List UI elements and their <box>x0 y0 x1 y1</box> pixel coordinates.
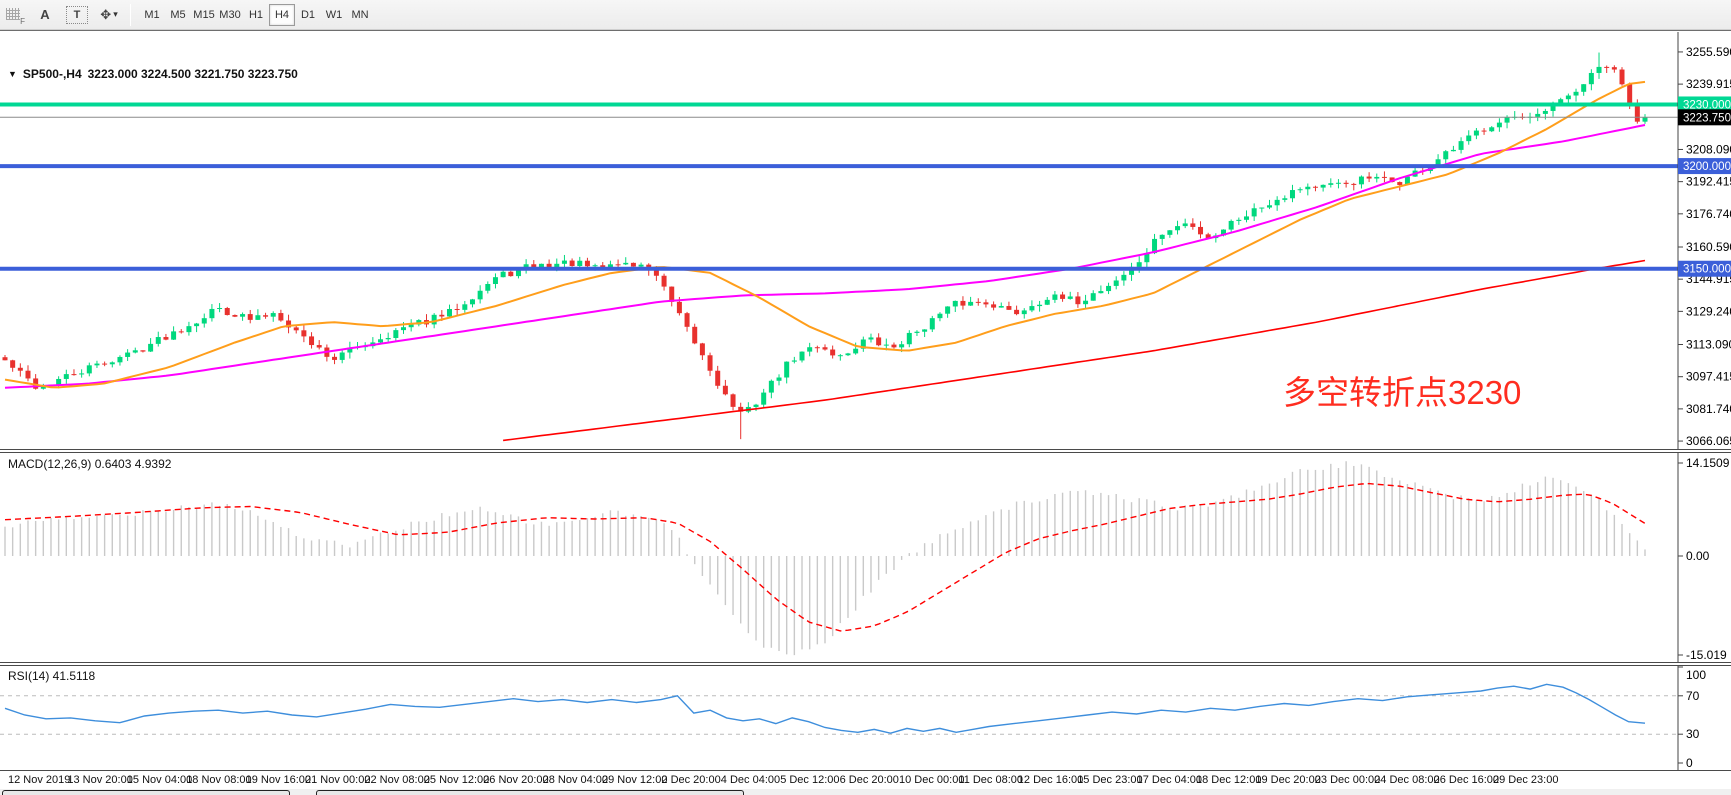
svg-text:30: 30 <box>1686 727 1700 741</box>
chart-tab-edge[interactable] <box>316 790 744 795</box>
time-axis-label: 21 Nov 00:00 <box>305 774 371 786</box>
price-chart-panel[interactable]: 3255.590 3239.915 3208.090 3192.415 3176.740… <box>0 32 1731 449</box>
time-axis-label: 17 Dec 04:00 <box>1136 774 1203 786</box>
svg-text:3255.590: 3255.590 <box>1686 45 1731 59</box>
time-axis-label: 10 Dec 00:00 <box>899 774 965 786</box>
toolbar-separator <box>130 3 131 26</box>
time-axis-label: 12 Dec 16:00 <box>1017 774 1084 786</box>
svg-text:3129.240: 3129.240 <box>1686 304 1731 318</box>
tf-button-m1[interactable]: M1 <box>144 8 160 21</box>
chart-tab-edge[interactable] <box>2 790 290 795</box>
time-axis-label: 29 Nov 12:00 <box>602 774 668 786</box>
time-axis-label: 5 Dec 12:00 <box>780 774 840 786</box>
chart-title[interactable]: ▼ SP500-,H4 3223.000 3224.500 3221.750 3… <box>8 67 298 81</box>
svg-text:3081.740: 3081.740 <box>1686 402 1731 416</box>
svg-text:-15.019: -15.019 <box>1686 648 1727 662</box>
text-label-tool-icon[interactable]: T <box>66 5 88 24</box>
main-toolbar: F A T ✥ ▾ M1 M5 M15 M30 H1 H4 D1 W1 MN <box>0 0 1731 30</box>
tf-button-m30[interactable]: M30 <box>219 8 241 21</box>
tf-button-m15[interactable]: M15 <box>193 8 215 21</box>
svg-text:0: 0 <box>1686 756 1693 770</box>
svg-text:14.1509: 14.1509 <box>1686 456 1730 470</box>
svg-text:多空转折点3230: 多空转折点3230 <box>1283 374 1521 411</box>
svg-text:3176.740: 3176.740 <box>1686 207 1731 221</box>
time-axis[interactable]: 12 Nov 2019 13 Nov 20:00 15 Nov 04:00 18 No… <box>0 770 1731 789</box>
time-axis-label: 19 Nov 16:00 <box>245 774 312 786</box>
time-axis-label: 4 Dec 04:00 <box>720 774 781 786</box>
panel-separator[interactable] <box>0 452 1731 453</box>
time-axis-label: 11 Dec 08:00 <box>958 774 1024 786</box>
time-axis-label: 18 Nov 08:00 <box>186 774 252 786</box>
time-axis-label: 22 Nov 08:00 <box>364 774 430 786</box>
svg-text:3230.000: 3230.000 <box>1683 99 1731 111</box>
rsi-label: RSI(14) 41.5118 <box>8 669 96 683</box>
tf-button-mn[interactable]: MN <box>351 8 369 21</box>
macd-indicator-panel[interactable]: 14.1509 0.00 -15.019 <box>0 453 1731 662</box>
time-axis-label: 29 Dec 23:00 <box>1493 774 1559 786</box>
time-axis-label: 26 Dec 16:00 <box>1433 774 1500 786</box>
time-axis-label: 23 Dec 00:00 <box>1314 774 1381 786</box>
time-axis-label: 12 Nov 2019 <box>8 774 71 786</box>
chart-window[interactable]: 3255.590 3239.915 3208.090 3192.415 3176.740… <box>0 30 1731 795</box>
svg-text:3097.415: 3097.415 <box>1686 370 1731 384</box>
chart-ohlc-values: 3223.000 3224.500 3221.750 3223.750 <box>87 67 298 81</box>
panel-separator[interactable] <box>0 662 1731 663</box>
svg-text:100: 100 <box>1686 668 1706 682</box>
cursor-tool-icon[interactable]: ✥ ▾ <box>98 4 120 26</box>
macd-canvas[interactable]: 14.1509 0.00 -15.019 <box>0 453 1731 662</box>
svg-text:3208.090: 3208.090 <box>1686 142 1731 156</box>
time-axis-label: 2 Dec 20:00 <box>661 774 721 786</box>
time-axis-label: 28 Nov 04:00 <box>542 774 609 786</box>
panel-separator[interactable] <box>0 665 1731 666</box>
caret-down-icon[interactable]: ▾ <box>113 9 118 19</box>
svg-text:3066.065: 3066.065 <box>1686 434 1731 448</box>
tool-icon-group: F A T ✥ ▾ <box>0 4 120 26</box>
tf-button-d1[interactable]: D1 <box>300 8 316 21</box>
chart-symbol-label: SP500-,H4 <box>22 67 82 81</box>
tf-button-h4[interactable]: H4 <box>269 3 295 26</box>
tf-button-w1[interactable]: W1 <box>325 8 343 21</box>
time-axis-label: 15 Dec 23:00 <box>1077 774 1143 786</box>
svg-text:3223.750: 3223.750 <box>1683 112 1731 124</box>
cursor-tool-glyph: ✥ <box>100 6 112 22</box>
svg-text:3239.915: 3239.915 <box>1686 77 1731 91</box>
svg-text:3160.590: 3160.590 <box>1686 240 1731 254</box>
time-axis-label: 13 Nov 20:00 <box>67 774 133 786</box>
tf-button-m5[interactable]: M5 <box>170 8 186 21</box>
rsi-canvas[interactable]: 100 70 30 0 <box>0 666 1731 771</box>
price-chart-canvas[interactable]: 3255.590 3239.915 3208.090 3192.415 3176.740… <box>0 32 1731 449</box>
font-tool-icon[interactable]: A <box>40 7 50 22</box>
time-axis-label: 26 Nov 20:00 <box>483 774 549 786</box>
time-axis-label: 6 Dec 20:00 <box>839 774 899 786</box>
bottom-tab-strip[interactable] <box>0 789 1731 795</box>
time-axis-label: 18 Dec 12:00 <box>1196 774 1262 786</box>
timeframe-button-group: M1 M5 M15 M30 H1 H4 D1 W1 MN <box>139 3 373 26</box>
svg-text:3200.000: 3200.000 <box>1683 161 1731 173</box>
chart-dropdown-icon[interactable]: ▼ <box>8 69 17 79</box>
tf-button-h1[interactable]: H1 <box>248 8 264 21</box>
time-axis-label: 24 Dec 08:00 <box>1374 774 1440 786</box>
svg-text:3113.090: 3113.090 <box>1686 338 1731 352</box>
time-axis-label: 25 Nov 12:00 <box>423 774 490 786</box>
time-axis-label: 19 Dec 20:00 <box>1255 774 1321 786</box>
dock-handle-icon[interactable]: F <box>6 7 25 26</box>
svg-text:3192.415: 3192.415 <box>1686 175 1731 189</box>
svg-text:70: 70 <box>1686 689 1700 703</box>
panel-separator[interactable] <box>0 449 1731 450</box>
time-axis-label: 15 Nov 04:00 <box>126 774 193 786</box>
macd-label: MACD(12,26,9) 0.6403 4.9392 <box>8 457 172 471</box>
svg-text:0.00: 0.00 <box>1686 549 1710 563</box>
svg-text:3150.000: 3150.000 <box>1683 264 1731 276</box>
rsi-indicator-panel[interactable]: 100 70 30 0 <box>0 666 1731 771</box>
